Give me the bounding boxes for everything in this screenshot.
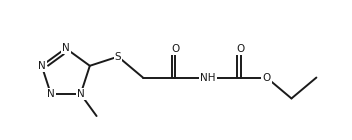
Text: O: O <box>171 44 180 54</box>
Text: NH: NH <box>200 73 216 83</box>
Text: N: N <box>62 43 70 53</box>
Text: O: O <box>263 73 271 83</box>
Text: O: O <box>237 44 245 54</box>
Text: N: N <box>38 61 45 71</box>
Text: S: S <box>115 52 121 62</box>
Text: N: N <box>77 89 84 99</box>
Text: N: N <box>47 89 55 99</box>
